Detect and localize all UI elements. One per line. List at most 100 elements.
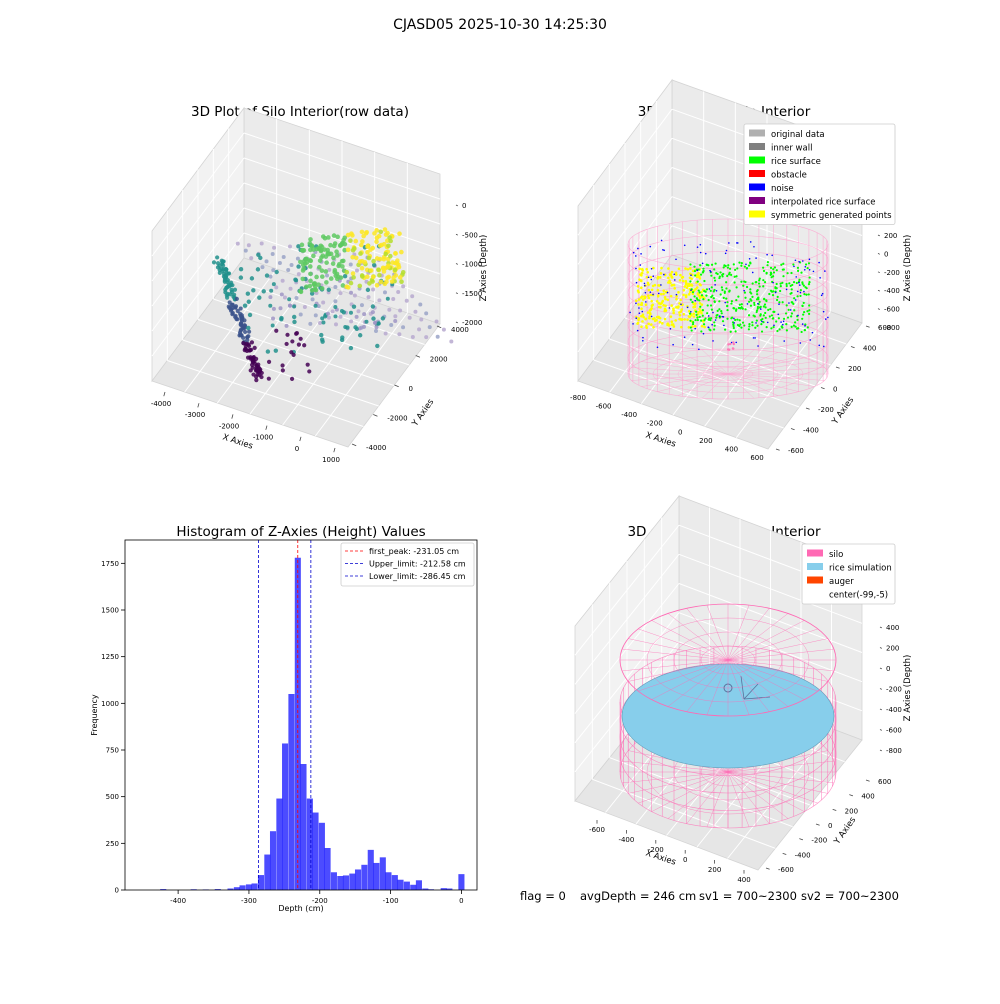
data-point xyxy=(747,314,751,317)
data-point xyxy=(247,348,252,353)
data-point xyxy=(676,306,680,309)
data-point xyxy=(296,272,301,277)
data-point xyxy=(289,376,295,382)
data-point xyxy=(660,301,664,305)
data-point xyxy=(821,292,824,295)
data-point xyxy=(718,300,721,303)
data-point xyxy=(757,296,760,299)
data-point xyxy=(808,276,811,279)
data-point xyxy=(271,316,276,321)
data-point xyxy=(730,300,734,303)
hist-bar xyxy=(276,798,283,890)
data-point xyxy=(766,321,769,324)
data-point xyxy=(332,267,338,273)
data-point xyxy=(657,302,661,305)
data-point xyxy=(800,271,803,274)
data-point xyxy=(785,288,788,291)
data-point xyxy=(383,251,389,257)
data-point xyxy=(727,348,731,351)
data-point xyxy=(374,325,379,330)
data-point xyxy=(401,325,406,330)
data-point xyxy=(738,303,741,306)
data-point xyxy=(794,299,797,301)
data-point xyxy=(651,317,655,321)
data-point xyxy=(632,251,635,254)
data-point xyxy=(691,343,694,346)
data-point xyxy=(671,323,675,326)
data-point xyxy=(764,311,767,315)
data-point xyxy=(249,362,255,368)
data-point xyxy=(789,309,792,311)
data-point xyxy=(753,301,756,305)
data-point xyxy=(690,289,692,291)
data-point xyxy=(806,326,809,329)
data-point xyxy=(780,321,782,323)
data-point xyxy=(785,329,788,332)
data-point xyxy=(229,287,234,293)
x-tick-label: 0 xyxy=(459,897,463,905)
data-point xyxy=(319,286,325,291)
data-point xyxy=(762,269,766,273)
data-point xyxy=(220,259,226,264)
data-point xyxy=(747,300,751,303)
data-point xyxy=(377,256,383,262)
data-point xyxy=(311,247,316,252)
data-point xyxy=(365,249,370,255)
tick-label: -1500 xyxy=(462,290,482,298)
data-point xyxy=(319,332,324,338)
data-point xyxy=(771,294,775,297)
data-point xyxy=(418,302,423,307)
data-point xyxy=(373,328,378,333)
data-point xyxy=(721,315,724,318)
data-point xyxy=(737,295,740,298)
data-point xyxy=(650,307,653,310)
hist-bar xyxy=(251,883,258,890)
legend-label: Lower_limit: -286.45 cm xyxy=(369,572,466,581)
data-point xyxy=(361,324,366,329)
data-point xyxy=(662,289,666,293)
data-point xyxy=(635,302,637,305)
data-point xyxy=(735,298,738,302)
data-point xyxy=(800,330,803,334)
axis-tick xyxy=(231,414,234,419)
data-point xyxy=(721,320,725,323)
data-point xyxy=(796,290,799,293)
data-point xyxy=(747,328,750,331)
data-point xyxy=(635,267,637,270)
data-point xyxy=(758,285,761,288)
data-point xyxy=(393,319,398,324)
data-point xyxy=(802,301,805,305)
data-point xyxy=(757,345,759,347)
data-point xyxy=(313,303,318,308)
tick-label: 200 xyxy=(848,365,861,373)
data-point xyxy=(705,288,709,291)
data-point xyxy=(348,280,354,286)
data-point xyxy=(354,327,359,332)
data-point xyxy=(325,273,330,278)
data-point xyxy=(796,318,799,321)
data-point xyxy=(642,315,646,319)
data-point xyxy=(773,324,775,327)
data-point xyxy=(720,286,723,289)
data-point xyxy=(733,317,735,320)
data-point xyxy=(689,263,692,266)
data-point xyxy=(687,309,691,313)
data-point xyxy=(388,238,393,244)
data-point xyxy=(274,269,279,275)
tick-label: -200 xyxy=(884,269,900,277)
data-point xyxy=(769,272,773,275)
tick-label: -4000 xyxy=(366,444,386,452)
data-point xyxy=(755,319,758,322)
axis-tick xyxy=(877,234,880,237)
hist-bar xyxy=(257,875,265,890)
data-point xyxy=(292,304,297,309)
tick-label: 200 xyxy=(886,645,899,653)
data-point xyxy=(716,309,719,312)
data-point xyxy=(703,319,706,322)
data-point xyxy=(298,289,304,295)
data-point xyxy=(740,280,743,283)
data-point xyxy=(330,309,335,314)
data-point xyxy=(400,269,406,275)
data-point xyxy=(669,315,673,318)
data-point xyxy=(351,275,356,280)
